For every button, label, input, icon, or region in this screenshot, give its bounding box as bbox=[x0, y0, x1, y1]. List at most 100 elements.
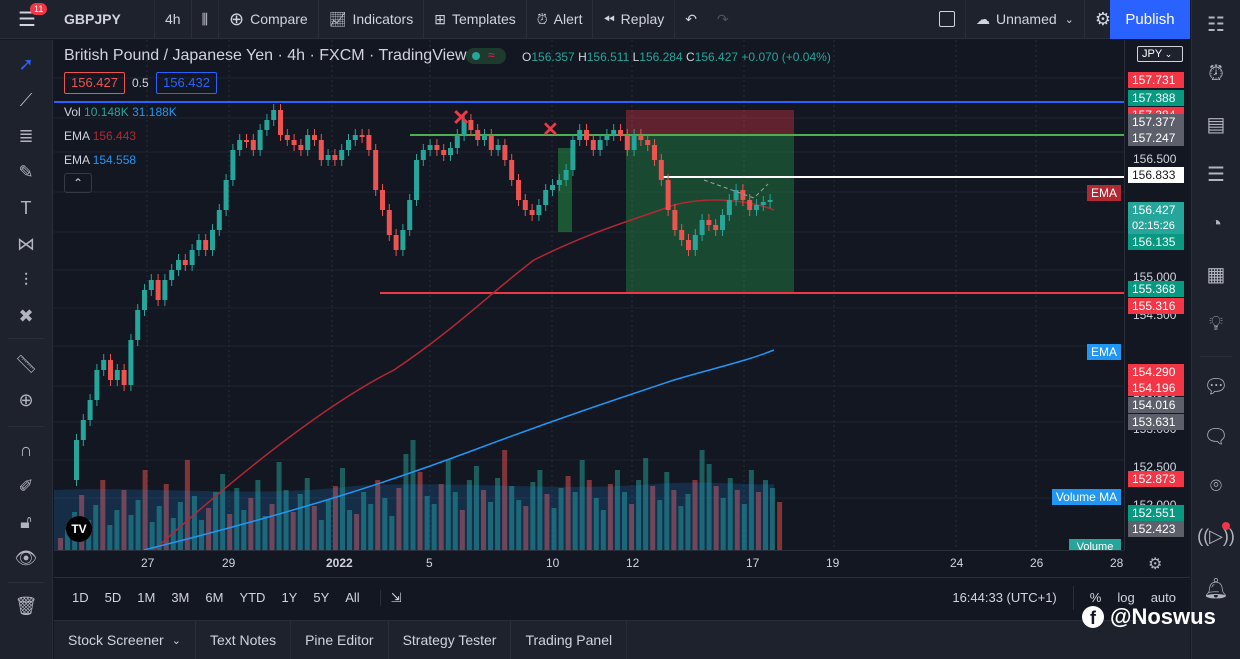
ema-slow-axis-tag: EMA bbox=[1087, 344, 1121, 360]
candle-body bbox=[257, 130, 263, 150]
trash-icon[interactable]: 🗑︎ bbox=[14, 595, 38, 616]
forecast-icon[interactable]: ⫶ bbox=[23, 269, 29, 290]
range-1m[interactable]: 1M bbox=[137, 590, 156, 605]
history-icon[interactable]: ◔ bbox=[1209, 212, 1223, 235]
fib-icon[interactable]: ≣ bbox=[18, 125, 34, 146]
watchlist-icon[interactable]: ☷ bbox=[1207, 13, 1225, 36]
fullscreen-toggle[interactable] bbox=[929, 0, 965, 38]
alarm-clock-icon[interactable]: ⏰︎ bbox=[1208, 62, 1224, 85]
volume-bar bbox=[650, 486, 656, 550]
auto-toggle[interactable]: auto bbox=[1150, 590, 1176, 605]
volume-bar bbox=[438, 484, 444, 550]
range-1d[interactable]: 1D bbox=[72, 590, 89, 605]
tab-label: Trading Panel bbox=[525, 632, 613, 648]
eye-icon[interactable]: 👁︎ bbox=[14, 547, 38, 568]
pattern-icon[interactable]: ⋈ bbox=[17, 233, 35, 254]
text-icon[interactable]: T bbox=[20, 197, 32, 218]
symbol-search[interactable]: GBPJPY bbox=[64, 11, 121, 27]
chart-type-button[interactable]: ⫼ bbox=[192, 0, 218, 38]
candle-body bbox=[176, 260, 181, 270]
buy-button[interactable]: 156.432 bbox=[156, 72, 217, 94]
range-3m[interactable]: 3M bbox=[171, 590, 190, 605]
tab-trading-panel[interactable]: Trading Panel bbox=[511, 621, 628, 659]
calendar-icon[interactable]: ▦ bbox=[1206, 263, 1226, 286]
volume-bar bbox=[248, 498, 254, 550]
cloud-icon: ☁︎ bbox=[975, 10, 990, 27]
vol-ma-value: 31.188K bbox=[132, 105, 177, 119]
streams-icon[interactable]: ⌾ bbox=[1210, 474, 1222, 497]
hotlist-icon[interactable]: ☰ bbox=[1207, 163, 1225, 186]
plus-circle-icon: ⊕ bbox=[229, 8, 245, 29]
candle-body bbox=[679, 230, 685, 240]
target-zone-small bbox=[558, 148, 572, 232]
trendline-icon[interactable]: ⟋ bbox=[19, 89, 33, 110]
layout-button[interactable]: ☁︎ Unnamed ⌄ bbox=[966, 0, 1084, 38]
range-all[interactable]: All bbox=[345, 590, 360, 605]
volume-ma-axis-tag: Volume MA bbox=[1052, 489, 1121, 505]
vol-label: Vol bbox=[64, 105, 81, 119]
lock-icon[interactable]: 🔓︎ bbox=[20, 511, 32, 532]
live-dot bbox=[1222, 522, 1230, 530]
price-scale[interactable]: 152.000152.500153.000153.500154.500155.0… bbox=[1124, 40, 1190, 550]
tab-strategy-tester[interactable]: Strategy Tester bbox=[389, 621, 512, 659]
candle-body bbox=[414, 160, 419, 200]
candle-body bbox=[441, 150, 447, 155]
magnet-icon[interactable]: ∩ bbox=[19, 439, 33, 460]
axis-settings-button[interactable]: ⚙︎ bbox=[1148, 554, 1162, 574]
date-range-button[interactable]: ⇲ bbox=[379, 589, 412, 606]
time-axis[interactable]: 27 29 2022 5 10 12 17 19 24 26 28 bbox=[54, 550, 1124, 576]
candle-body bbox=[121, 370, 127, 385]
candle-body bbox=[155, 280, 161, 300]
chats-icon[interactable]: 💬︎ bbox=[1203, 375, 1229, 398]
candle-body bbox=[230, 150, 236, 180]
zoom-icon[interactable]: ⊕ bbox=[18, 389, 34, 410]
templates-button[interactable]: ⊞ Templates bbox=[424, 0, 526, 38]
brush-icon[interactable]: ✎ bbox=[18, 161, 34, 182]
tab-stock-screener[interactable]: Stock Screener ⌄ bbox=[54, 621, 196, 659]
price-scale-label: 157.377 bbox=[1128, 114, 1184, 130]
broadcast-icon[interactable]: ((▷)) bbox=[1197, 525, 1235, 546]
undo-button[interactable]: ↶ bbox=[675, 0, 707, 38]
tab-text-notes[interactable]: Text Notes bbox=[196, 621, 292, 659]
open-label: O bbox=[522, 50, 532, 64]
percent-toggle[interactable]: % bbox=[1089, 590, 1102, 605]
notifications-icon[interactable]: 🔔︎ bbox=[1203, 577, 1229, 600]
range-5d[interactable]: 5D bbox=[104, 590, 122, 605]
alert-button[interactable]: ⏰︎ Alert bbox=[527, 0, 593, 38]
chart-pane[interactable]: ✕ ✕ British Pound / Japanese Yen · 4h · F… bbox=[54, 40, 1124, 550]
candle-body bbox=[740, 190, 746, 200]
range-6m[interactable]: 6M bbox=[205, 590, 224, 605]
collapse-legend-button[interactable]: ⌃ bbox=[64, 173, 92, 193]
log-toggle[interactable]: log bbox=[1117, 590, 1135, 605]
volume-bar bbox=[269, 504, 275, 550]
settings-button[interactable]: ⚙︎ bbox=[1085, 0, 1121, 38]
ruler-icon[interactable]: 📏︎ bbox=[14, 353, 38, 374]
range-5y[interactable]: 5Y bbox=[313, 590, 330, 605]
range-1y[interactable]: 1Y bbox=[281, 590, 298, 605]
remove-icon[interactable]: ✖ bbox=[18, 305, 34, 326]
chevron-down-icon: ⌄ bbox=[1162, 49, 1173, 59]
sell-button[interactable]: 156.427 bbox=[64, 72, 125, 94]
volume-bar bbox=[375, 480, 381, 550]
indicators-button[interactable]: 📈︎ Indicators bbox=[319, 0, 423, 38]
menu-button[interactable]: ☰ 11 bbox=[0, 0, 54, 38]
range-ytd[interactable]: YTD bbox=[239, 590, 266, 605]
redo-button[interactable]: ↷ bbox=[707, 0, 739, 38]
volume-bar bbox=[396, 488, 402, 550]
candle-body bbox=[312, 135, 317, 140]
compare-button[interactable]: ⊕ Compare bbox=[219, 0, 318, 38]
replay-button[interactable]: ⏪︎ Replay bbox=[593, 0, 674, 38]
news-icon[interactable]: ▤ bbox=[1206, 113, 1226, 136]
messages-icon[interactable]: 🗨︎ bbox=[1203, 425, 1229, 448]
clock-readout[interactable]: 16:44:33 (UTC+1) bbox=[952, 590, 1057, 605]
volume-bar bbox=[368, 504, 374, 550]
tab-pine-editor[interactable]: Pine Editor bbox=[291, 621, 389, 659]
cursor-icon[interactable]: ➚ bbox=[18, 53, 34, 74]
lock-pencil-icon[interactable]: ✐ bbox=[18, 475, 34, 496]
publish-button[interactable]: Publish bbox=[1110, 0, 1190, 39]
volume-bar bbox=[763, 480, 768, 550]
currency-selector[interactable]: JPY ⌄ bbox=[1137, 46, 1183, 62]
ideas-icon[interactable]: 💡︎ bbox=[1209, 312, 1223, 335]
candle-body bbox=[495, 145, 501, 150]
interval-selector[interactable]: 4h bbox=[165, 11, 181, 27]
